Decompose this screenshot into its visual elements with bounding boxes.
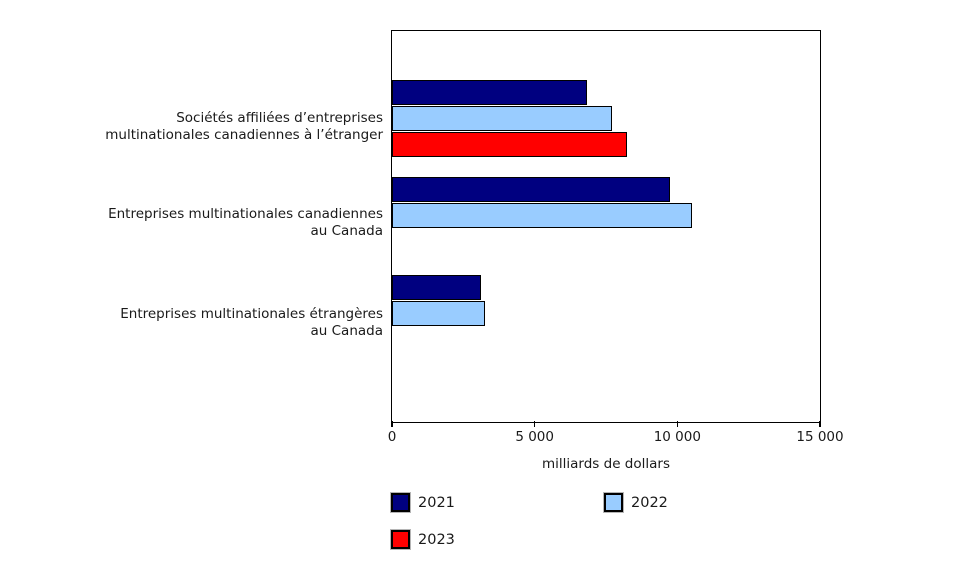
legend-item-2022: 2022: [604, 493, 668, 512]
category-label-1: Entreprises multinationales canadiennes a…: [108, 206, 383, 239]
legend-label-2021: 2021: [418, 494, 455, 511]
category-label-0: Sociétés affiliées d’entreprises multinat…: [105, 110, 383, 143]
x-tick-label-0: 0: [387, 429, 397, 445]
x-tick-label-15000: 15 000: [796, 429, 844, 445]
x-tick-label-10000: 10 000: [653, 429, 701, 445]
bar-2023-category-0: [392, 132, 627, 157]
x-tick-5000: [533, 421, 536, 427]
bar-2021-category-2: [392, 275, 481, 300]
bar-2022-category-0: [392, 106, 612, 131]
x-tick-15000: [819, 421, 821, 427]
legend-swatch-2023: [391, 530, 410, 549]
x-axis-title: milliards de dollars: [542, 456, 670, 472]
bar-2021-category-1: [392, 177, 670, 202]
x-tick-0: [391, 421, 393, 427]
x-tick-label-5000: 5 000: [515, 429, 554, 445]
category-label-2: Entreprises multinationales étrangères au…: [120, 306, 383, 339]
legend-label-2022: 2022: [631, 494, 668, 511]
bar-2022-category-2: [392, 301, 485, 326]
bar-2022-category-1: [392, 203, 692, 228]
legend-swatch-2021: [391, 493, 410, 512]
legend-item-2023: 2023: [391, 530, 455, 549]
bar-2021-category-0: [392, 80, 587, 105]
legend-item-2021: 2021: [391, 493, 455, 512]
x-tick-10000: [676, 421, 679, 427]
legend-swatch-2022: [604, 493, 623, 512]
legend-label-2023: 2023: [418, 531, 455, 548]
